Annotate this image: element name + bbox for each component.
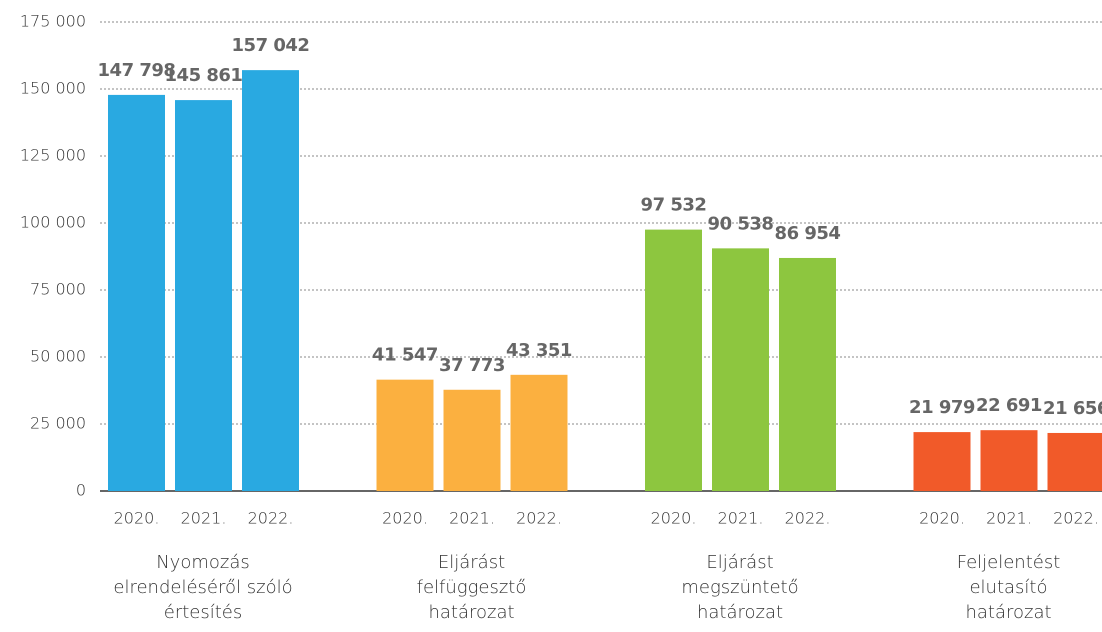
- value-label: 41 547: [372, 345, 438, 366]
- x-tick-label: 2020.: [651, 509, 697, 528]
- group-label: értesítés: [164, 602, 243, 623]
- group-label: Eljárást: [438, 552, 505, 573]
- x-tick-label: 2020.: [114, 509, 160, 528]
- value-label: 21 656: [1043, 398, 1102, 419]
- value-label: 43 351: [506, 340, 572, 361]
- bar: [175, 100, 232, 491]
- bar: [645, 229, 702, 491]
- group-label: felfüggesztő: [417, 577, 527, 598]
- bar: [510, 374, 568, 491]
- value-label: 147 798: [98, 60, 176, 81]
- y-tick-label: 175 000: [20, 12, 86, 31]
- group-label: megszüntető: [681, 577, 798, 598]
- bar: [913, 432, 971, 491]
- value-label: 90 538: [708, 213, 774, 234]
- bar: [1047, 432, 1102, 491]
- group-label: határozat: [965, 602, 1051, 623]
- value-label: 145 861: [165, 65, 243, 86]
- value-label: 97 532: [641, 195, 707, 216]
- group-label: határozat: [428, 602, 514, 623]
- x-tick-label: 2022.: [1053, 509, 1099, 528]
- bar: [108, 94, 165, 491]
- y-tick-label: 0: [76, 481, 86, 500]
- x-tick-label: 2022.: [516, 509, 562, 528]
- y-tick-label: 75 000: [30, 280, 86, 299]
- y-tick-label: 25 000: [30, 414, 86, 433]
- value-label: 157 042: [232, 35, 310, 56]
- bar: [242, 70, 299, 491]
- value-label: 86 954: [775, 223, 841, 244]
- y-tick-label: 100 000: [20, 213, 86, 232]
- bar: [712, 248, 769, 491]
- group-label: Eljárást: [706, 552, 773, 573]
- x-tick-label: 2021.: [181, 509, 227, 528]
- x-tick-label: 2020.: [919, 509, 965, 528]
- value-label: 37 773: [439, 355, 505, 376]
- group-label: elutasító: [969, 577, 1047, 598]
- bar: [443, 389, 501, 491]
- group-label: Feljelentést: [957, 552, 1061, 573]
- group-label: elrendeléséről szóló: [113, 577, 292, 598]
- bar: [376, 379, 434, 491]
- x-tick-label: 2022.: [248, 509, 294, 528]
- x-tick-label: 2021.: [718, 509, 764, 528]
- bar: [980, 430, 1038, 491]
- x-tick-label: 2020.: [382, 509, 428, 528]
- group-label: Nyomozás: [156, 552, 250, 573]
- y-tick-label: 150 000: [20, 79, 86, 98]
- x-tick-label: 2021.: [986, 509, 1032, 528]
- x-tick-label: 2021.: [449, 509, 495, 528]
- value-label: 22 691: [976, 395, 1042, 416]
- group-label: határozat: [697, 602, 783, 623]
- bar: [779, 257, 836, 491]
- x-tick-label: 2022.: [785, 509, 831, 528]
- y-tick-label: 50 000: [30, 347, 86, 366]
- y-tick-label: 125 000: [20, 146, 86, 165]
- value-label: 21 979: [909, 397, 975, 418]
